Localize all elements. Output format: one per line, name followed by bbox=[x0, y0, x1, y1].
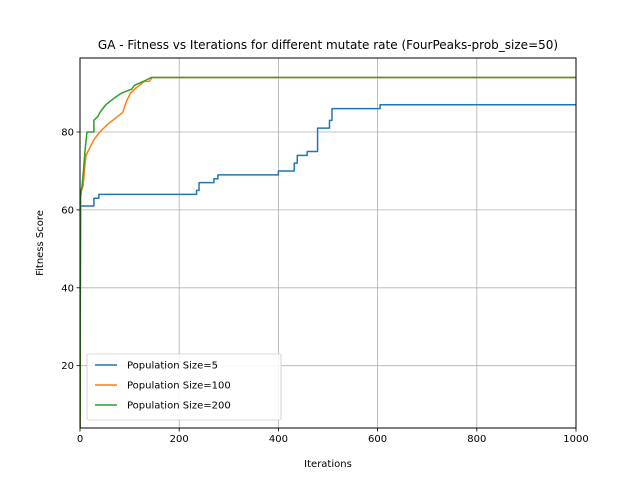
x-tick-label: 600 bbox=[368, 434, 387, 445]
x-tick-label: 800 bbox=[467, 434, 486, 445]
x-tick-label: 400 bbox=[269, 434, 288, 445]
legend-box bbox=[86, 353, 282, 421]
ticks: 0 200 400 600 800 1000 20 40 60 80 bbox=[61, 128, 588, 446]
y-tick-label: 20 bbox=[61, 361, 74, 372]
legend-label: Population Size=200 bbox=[127, 401, 231, 412]
chart-title: GA - Fitness vs Iterations for different… bbox=[98, 38, 558, 52]
series-line bbox=[80, 76, 576, 428]
y-tick-label: 80 bbox=[61, 128, 74, 139]
x-axis-label: Iterations bbox=[304, 459, 352, 470]
series-line bbox=[80, 103, 576, 428]
series-layer bbox=[80, 76, 576, 428]
x-tick-label: 200 bbox=[170, 434, 189, 445]
legend-label: Population Size=100 bbox=[127, 381, 231, 392]
x-tick-label: 1000 bbox=[563, 434, 588, 445]
legend-label: Population Size=5 bbox=[127, 361, 218, 372]
legend: Population Size=5 Population Size=100 Popu… bbox=[86, 353, 282, 421]
axes-frame bbox=[79, 57, 577, 429]
y-tick-label: 40 bbox=[61, 283, 74, 294]
series-line bbox=[80, 76, 576, 428]
y-axis-label: Fitness Score bbox=[35, 210, 46, 276]
y-tick-label: 60 bbox=[61, 205, 74, 216]
x-tick-label: 0 bbox=[77, 434, 83, 445]
